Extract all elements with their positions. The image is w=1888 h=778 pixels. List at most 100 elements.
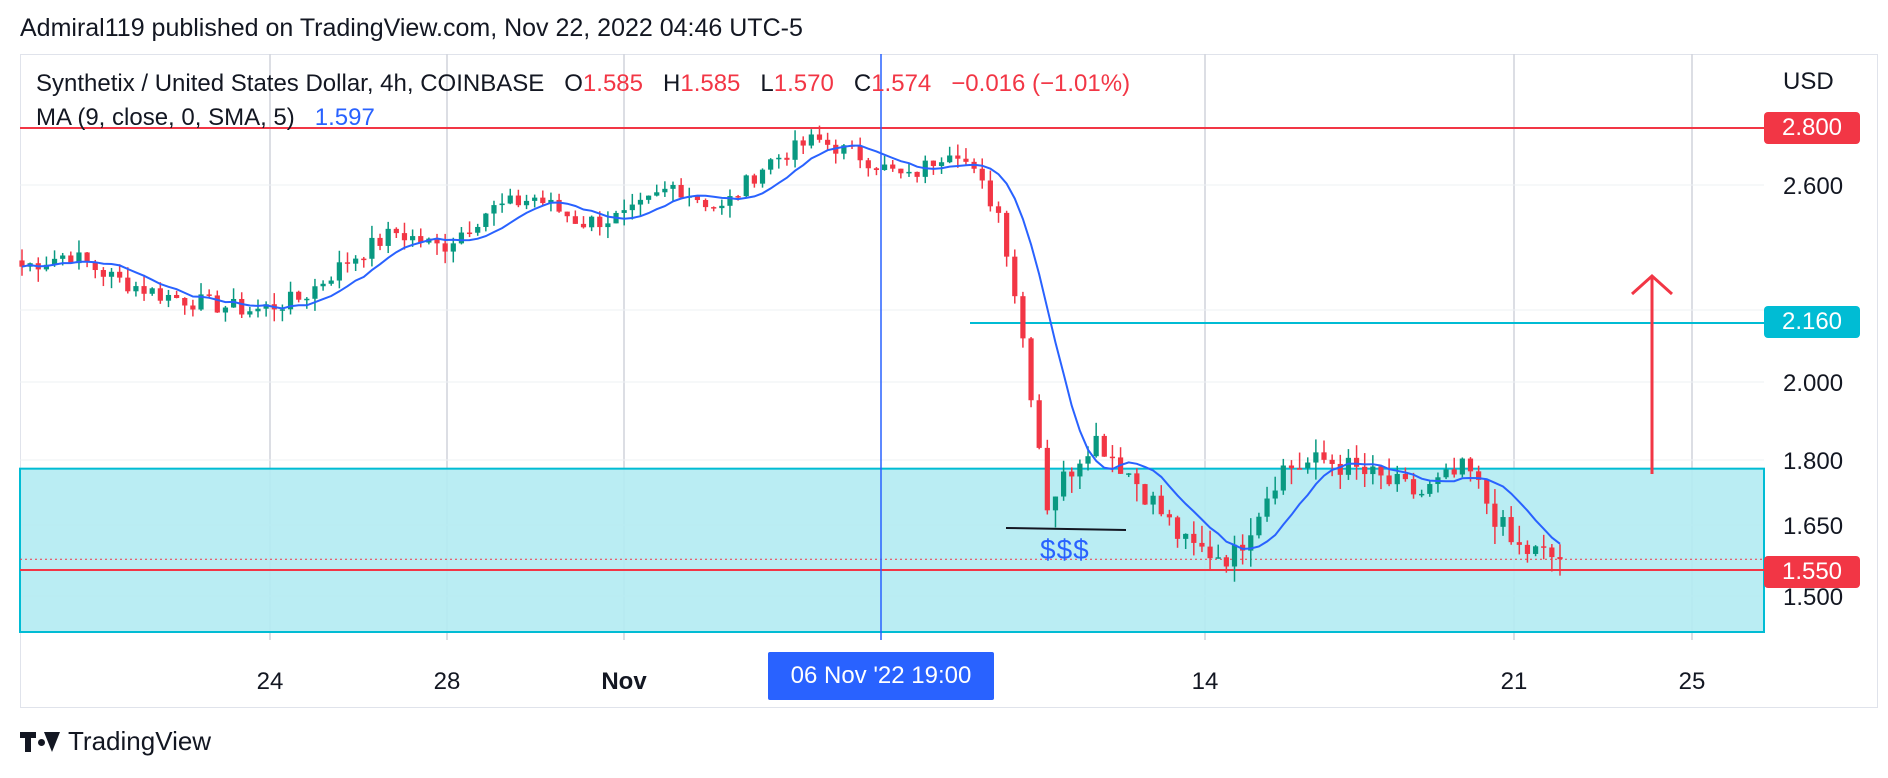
candle-body	[1516, 542, 1522, 545]
candle-body	[857, 146, 863, 161]
candle-body	[792, 140, 798, 160]
candle-body	[825, 139, 831, 145]
close-label: C	[853, 70, 872, 97]
candle-body	[263, 304, 269, 309]
candle-body	[1077, 463, 1083, 477]
candle-body	[401, 233, 408, 241]
candle-body	[589, 216, 595, 228]
candle-body	[719, 205, 725, 209]
candle-body	[1386, 475, 1392, 485]
candle-body	[947, 155, 953, 163]
candle-body	[597, 216, 603, 228]
candle-body	[865, 160, 871, 169]
crosshair-time-tag: 06 Nov '22 19:00	[768, 652, 994, 700]
candle-body	[938, 162, 945, 166]
open-value: 1.585	[582, 70, 643, 97]
candle-body	[1028, 338, 1034, 401]
candle-body	[410, 236, 416, 241]
candle-body	[1150, 495, 1156, 505]
candle-body	[239, 298, 245, 315]
candle-body	[515, 195, 521, 206]
candle-body	[1313, 452, 1319, 463]
candle-body	[654, 192, 660, 196]
candle-body	[987, 180, 993, 207]
target-price-tag: 2.160	[1764, 306, 1860, 338]
candle-body	[393, 228, 399, 234]
candle-body	[1443, 469, 1449, 478]
candle-body	[1329, 459, 1335, 464]
footer-brand[interactable]: TradingView	[20, 726, 211, 757]
candle-body	[353, 258, 359, 264]
candle-body	[1240, 544, 1246, 551]
price-axis-label: 2.000	[1783, 370, 1844, 397]
candle-body	[1321, 452, 1327, 460]
candle-body	[222, 307, 229, 313]
high-label: H	[663, 70, 681, 97]
candle-body	[68, 255, 74, 264]
candle-body	[1044, 447, 1050, 511]
candle-body	[418, 236, 424, 243]
candle-body	[1476, 471, 1482, 480]
chart-frame	[20, 54, 1878, 708]
candle-body	[1500, 517, 1506, 527]
candle-body	[564, 211, 570, 217]
candle-body	[1419, 493, 1425, 496]
candle-body	[556, 199, 562, 212]
candle-body	[304, 298, 310, 301]
candle-body	[906, 171, 912, 174]
low-value: 1.570	[773, 70, 834, 97]
candle-body	[963, 158, 969, 162]
candle-body	[312, 286, 318, 299]
candle-body	[206, 294, 212, 296]
high-value: 1.585	[680, 70, 741, 97]
candle-body	[117, 271, 123, 278]
candle-body	[1264, 498, 1270, 517]
candle-body	[1353, 457, 1360, 467]
ohlc-legend: Synthetix / United States Dollar, 4h, CO…	[36, 70, 1130, 98]
candle-body	[279, 309, 286, 311]
candle-body	[377, 237, 383, 246]
candle-body	[662, 188, 668, 193]
candle-body	[1020, 296, 1026, 339]
candle-body	[108, 271, 115, 277]
price-axis-label: 1.650	[1783, 513, 1844, 540]
candle-body	[1207, 546, 1213, 559]
candle-body	[702, 200, 709, 208]
candle-body	[645, 195, 652, 200]
time-axis-label: 28	[433, 668, 461, 695]
candle-body	[751, 175, 757, 184]
candle-body	[727, 196, 733, 206]
candle-body	[190, 305, 196, 310]
time-axis-label: 21	[1500, 668, 1528, 695]
candle-body	[1223, 557, 1229, 567]
candle-body	[287, 291, 294, 310]
candle-body	[100, 270, 106, 277]
price-axis-label: 1.500	[1783, 584, 1844, 611]
candle-body	[1158, 495, 1164, 515]
candle-body	[1524, 544, 1531, 554]
demand-zone[interactable]	[19, 467, 1765, 633]
candle-body	[1508, 517, 1514, 543]
candle-body	[955, 155, 961, 159]
candle-body	[499, 203, 505, 206]
candle-body	[458, 232, 465, 244]
candle-body	[328, 280, 334, 284]
candle-body	[995, 206, 1002, 213]
candle-body	[768, 159, 774, 170]
candle-body	[670, 184, 676, 189]
symbol-title[interactable]: Synthetix / United States Dollar, 4h, CO…	[36, 70, 545, 97]
candle-body	[157, 288, 163, 301]
currency-label[interactable]: USD	[1783, 68, 1834, 95]
candle-body	[1402, 473, 1408, 480]
moving-average-line	[21, 144, 1561, 550]
candle-body	[1467, 458, 1474, 472]
arrow-head	[1630, 273, 1674, 296]
candle-body	[1370, 466, 1376, 475]
candle-body	[466, 232, 473, 235]
candle-body	[572, 216, 578, 224]
candle-body	[1557, 557, 1563, 560]
candle-body	[1345, 457, 1352, 475]
ma-legend: MA (9, close, 0, SMA, 5) 1.597	[36, 104, 375, 132]
ma-label[interactable]: MA (9, close, 0, SMA, 5)	[36, 104, 295, 131]
